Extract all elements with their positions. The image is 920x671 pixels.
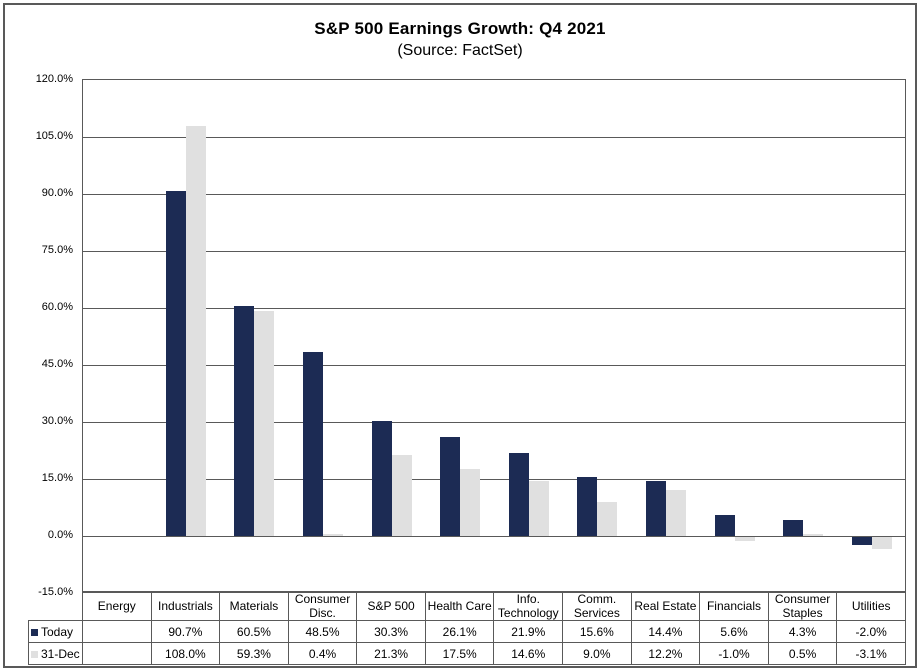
category-header-s-p-500: S&P 500 (356, 591, 426, 621)
plot-area (82, 79, 906, 593)
gridline (83, 308, 905, 309)
chart-subtitle: (Source: FactSet) (397, 42, 523, 59)
value-cell-31-dec-financials: -1.0% (699, 642, 769, 665)
bar-today-industrials (166, 191, 186, 536)
value-cell-today-industrials: 90.7% (150, 620, 221, 643)
y-axis-tick-label: 90.0% (41, 187, 73, 199)
y-axis-tick-label: 15.0% (41, 472, 73, 484)
value-cell-31-dec-consumer-disc: 0.4% (287, 642, 358, 665)
table-corner-blank (29, 592, 83, 621)
value-cell-today-financials: 5.6% (699, 620, 769, 643)
bar-31-dec-health-care (460, 469, 480, 536)
bar-31-dec-consumer-staples (803, 534, 823, 536)
bar-today-financials (715, 515, 735, 536)
gridline (83, 251, 905, 252)
bar-31-dec-financials (735, 537, 755, 541)
bar-today-materials (234, 306, 254, 536)
value-cell-31-dec-materials: 59.3% (219, 642, 289, 665)
table-row-today: Today 90.7% 60.5% 48.5% 30.3% 26.1% 21.9% 15.6%… (28, 620, 906, 643)
category-header-energy: Energy (82, 591, 152, 621)
bar-today-comm-services (577, 477, 597, 536)
legend-today: Today (28, 620, 83, 643)
bar-31-dec-info-technology (529, 481, 549, 536)
category-header-health-care: Health Care (424, 591, 495, 621)
y-axis-tick-label: 0.0% (47, 529, 73, 541)
legend-31-dec: 31-Dec (28, 642, 83, 665)
category-header-consumer-staples: Consumer Staples (767, 591, 838, 621)
category-header-financials: Financials (699, 591, 769, 621)
bar-today-real-estate (646, 481, 666, 536)
value-cell-31-dec-health-care: 17.5% (424, 642, 495, 665)
value-cell-today-consumer-disc: 48.5% (287, 620, 358, 643)
chart-title: S&P 500 Earnings Growth: Q4 2021 (314, 19, 606, 38)
category-header-industrials: Industrials (150, 591, 221, 621)
gridline (83, 422, 905, 423)
gridline (83, 137, 905, 138)
gridline (83, 479, 905, 480)
value-cell-31-dec-s-p-500: 21.3% (356, 642, 426, 665)
category-header-consumer-disc: Consumer Disc. (287, 591, 358, 621)
value-cell-today-energy (82, 620, 152, 643)
bar-today-s-p-500 (372, 421, 392, 536)
value-cell-today-materials: 60.5% (219, 620, 289, 643)
category-header-comm-services: Comm. Services (562, 591, 632, 621)
bar-31-dec-industrials (186, 126, 206, 536)
category-header-info-technology: Info. Technology (493, 591, 564, 621)
legend-label: Today (41, 624, 74, 639)
value-cell-today-health-care: 26.1% (424, 620, 495, 643)
data-table: Energy Industrials Materials Consumer Disc.… (28, 591, 906, 665)
value-cell-31-dec-real-estate: 12.2% (630, 642, 701, 665)
value-cell-today-consumer-staples: 4.3% (767, 620, 838, 643)
value-cell-31-dec-info-technology: 14.6% (493, 642, 564, 665)
bar-31-dec-utilities (872, 537, 892, 549)
value-cell-today-info-technology: 21.9% (493, 620, 564, 643)
gridline (83, 536, 905, 537)
value-cell-31-dec-comm-services: 9.0% (562, 642, 632, 665)
y-axis-tick-label: 75.0% (41, 244, 73, 256)
y-axis-tick-label: -15.0% (38, 586, 73, 598)
value-cell-31-dec-utilities: -3.1% (836, 642, 906, 665)
value-cell-today-comm-services: 15.6% (562, 620, 632, 643)
value-cell-31-dec-energy (82, 642, 152, 665)
legend-label: 31-Dec (41, 646, 80, 661)
y-axis-tick-label: 30.0% (41, 415, 73, 427)
bar-today-utilities (852, 537, 872, 545)
bar-today-info-technology (509, 453, 529, 536)
bar-today-consumer-disc (303, 352, 323, 536)
y-axis-tick-label: 45.0% (41, 358, 73, 370)
category-header-materials: Materials (219, 591, 289, 621)
legend-swatch-31-dec (31, 650, 38, 658)
bar-31-dec-s-p-500 (392, 455, 412, 536)
bar-today-health-care (440, 437, 460, 536)
value-cell-31-dec-consumer-staples: 0.5% (767, 642, 838, 665)
table-header-row: Energy Industrials Materials Consumer Disc.… (29, 591, 906, 621)
table-row-31-dec: 31-Dec 108.0% 59.3% 0.4% 21.3% 17.5% 14.6% 9.0%… (28, 642, 906, 665)
bar-31-dec-real-estate (666, 490, 686, 536)
value-cell-31-dec-industrials: 108.0% (150, 642, 221, 665)
category-header-utilities: Utilities (836, 591, 906, 621)
value-cell-today-real-estate: 14.4% (630, 620, 701, 643)
gridline (83, 365, 905, 366)
bar-31-dec-consumer-disc (323, 534, 343, 536)
category-header-real-estate: Real Estate (630, 591, 701, 621)
bar-today-consumer-staples (783, 520, 803, 536)
legend-swatch-today (31, 628, 38, 636)
gridline (83, 194, 905, 195)
value-cell-today-utilities: -2.0% (836, 620, 906, 643)
y-axis-tick-label: 60.0% (41, 301, 73, 313)
value-cell-today-s-p-500: 30.3% (356, 620, 426, 643)
y-axis-tick-label: 120.0% (35, 73, 73, 85)
bar-31-dec-comm-services (597, 502, 617, 536)
y-axis-tick-label: 105.0% (35, 130, 73, 142)
bar-31-dec-materials (254, 311, 274, 536)
